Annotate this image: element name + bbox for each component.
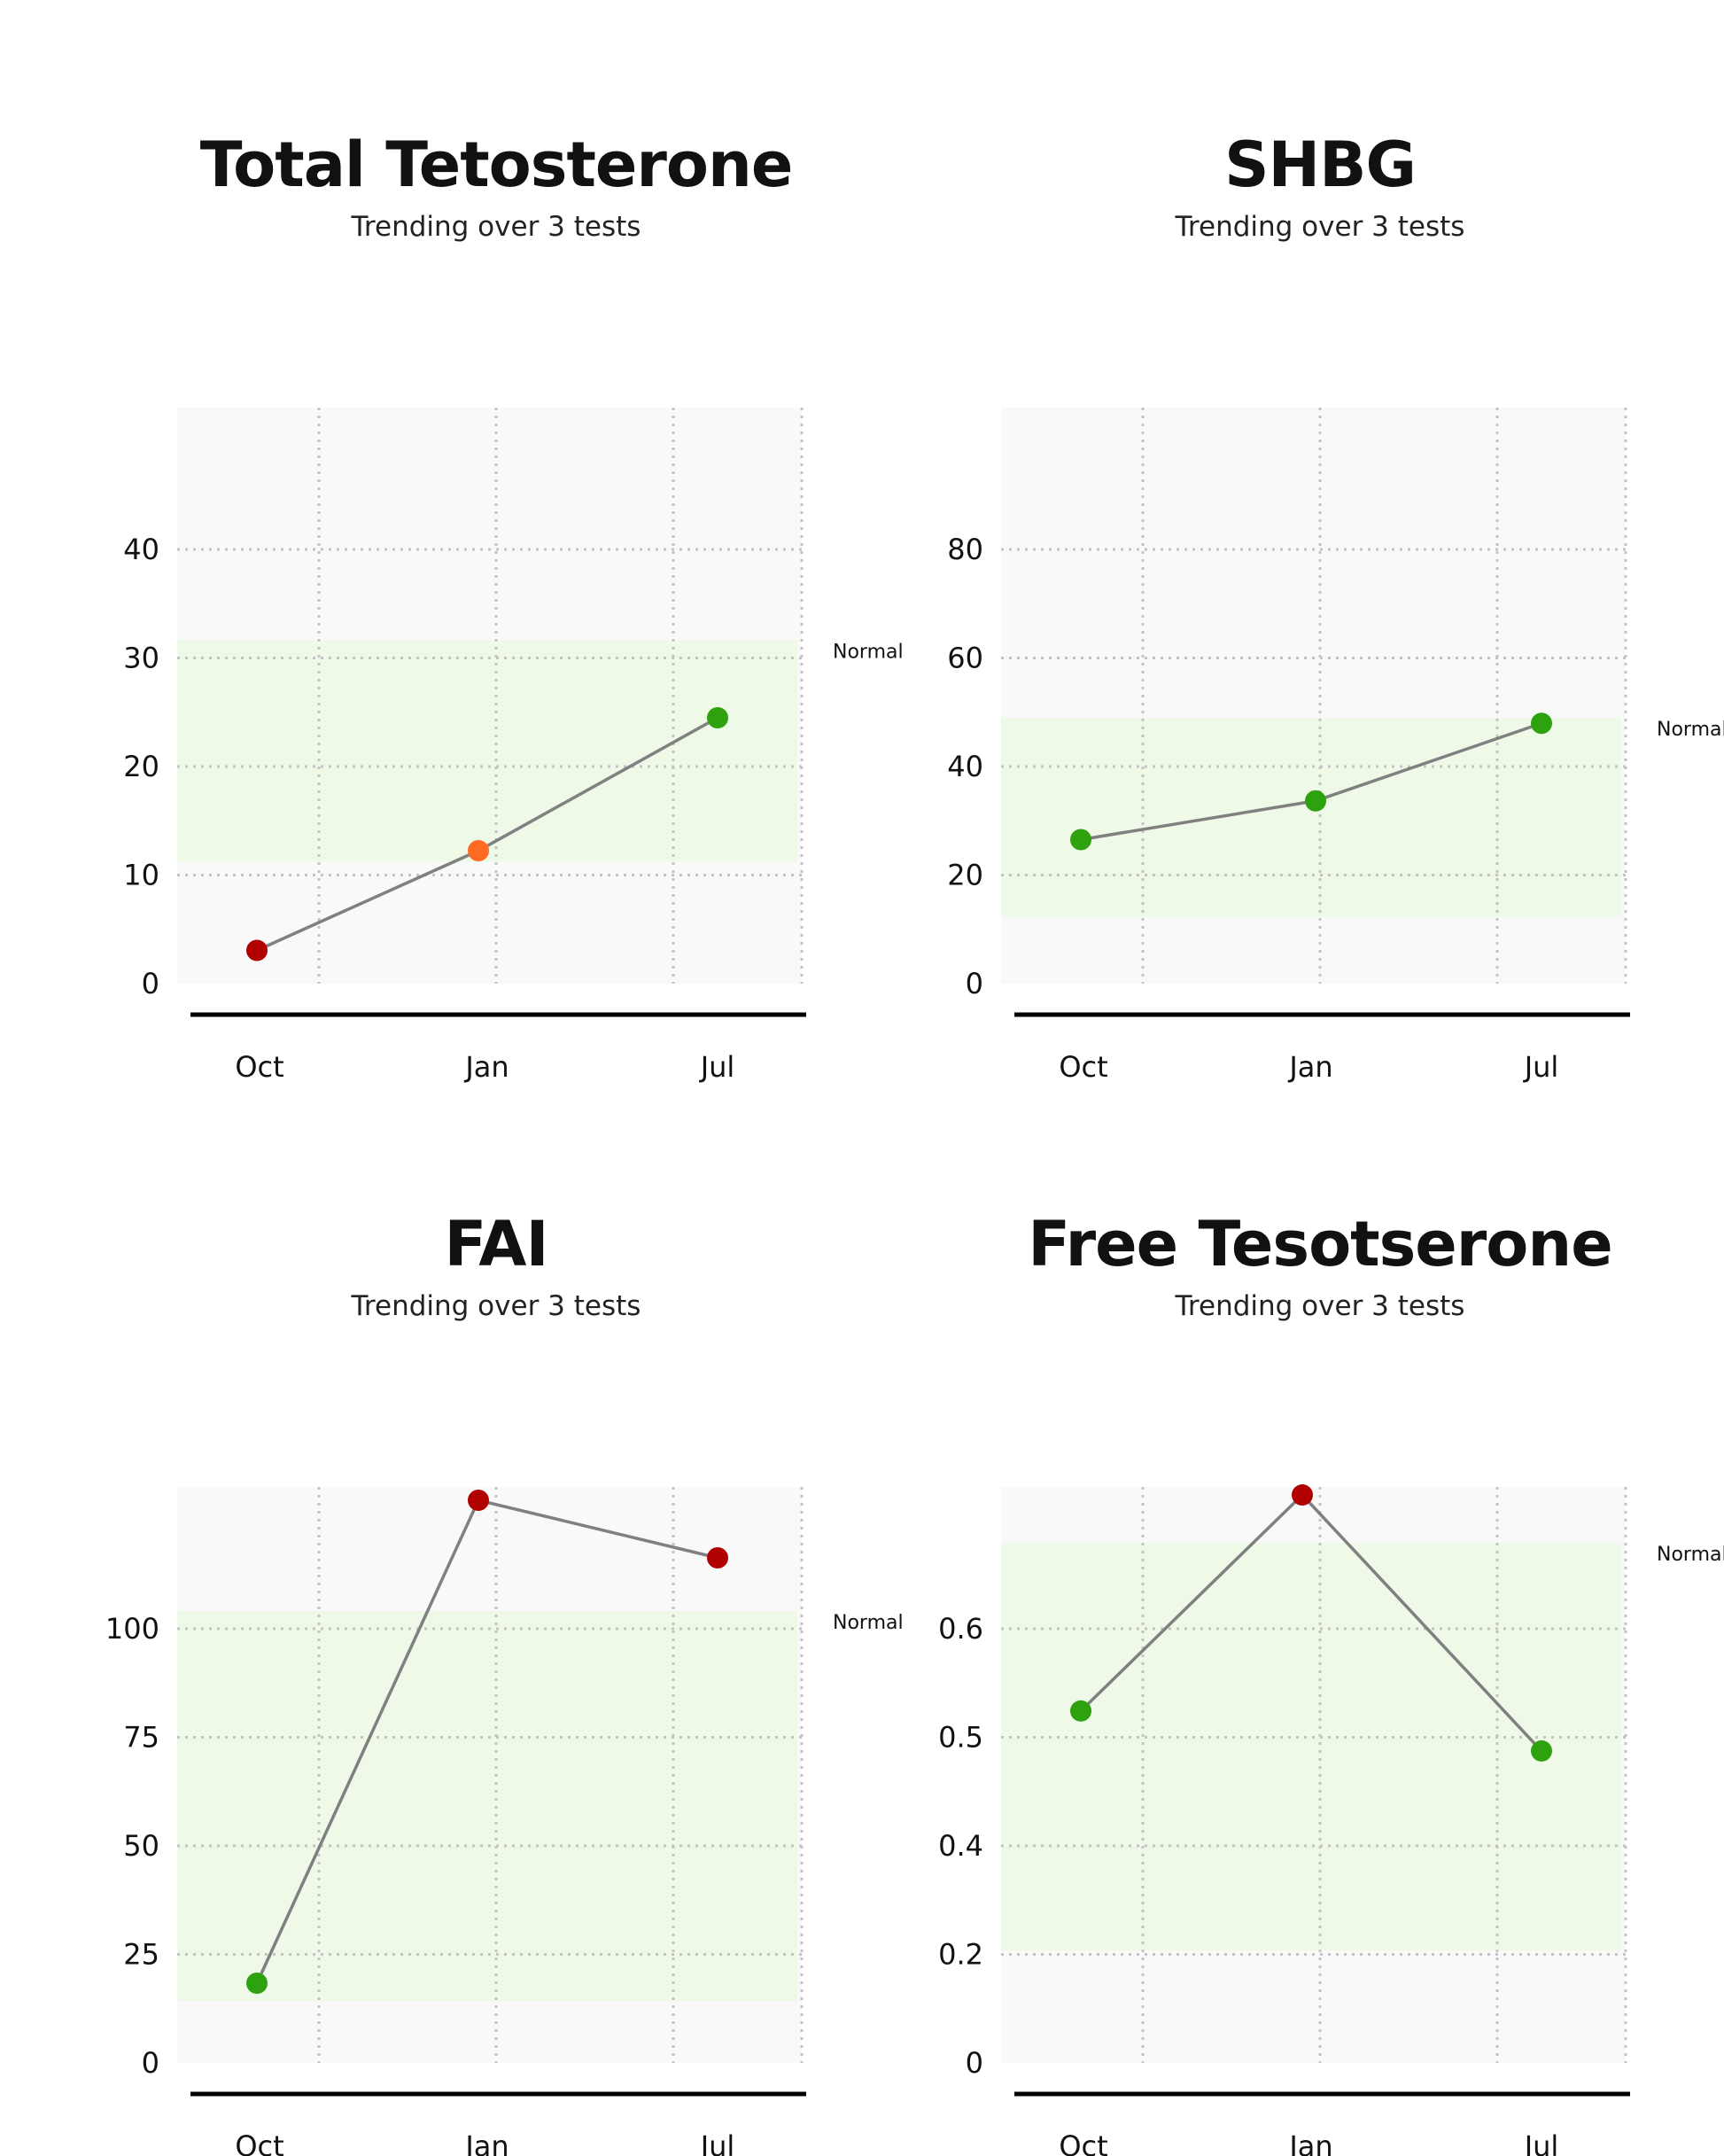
x-tick-label: Jan <box>1287 2129 1332 2156</box>
chart-subtitle: Trending over 3 tests <box>1175 1290 1465 1322</box>
chart-title: SHBG <box>1224 128 1417 201</box>
normal-range-band <box>177 1611 797 2001</box>
data-point[interactable] <box>707 707 728 728</box>
plot-group: Normal 0 25 50 75 100 Oct Jan Jul <box>105 1487 904 2156</box>
y-tick-label: 0.5 <box>938 1721 983 1755</box>
y-tick-label: 0 <box>966 967 983 1000</box>
x-tick-label: Oct <box>235 1050 283 1084</box>
y-tick-label: 25 <box>123 1938 159 1972</box>
y-tick-label: 0 <box>142 2046 159 2080</box>
x-tick-label: Jul <box>699 1050 735 1084</box>
x-tick-label: Jul <box>699 2129 735 2156</box>
plot-group: Normal 0 10 20 30 40 Oct Jan Jul <box>123 408 904 1084</box>
y-tick-label: 50 <box>123 1829 159 1863</box>
data-point[interactable] <box>1070 829 1091 851</box>
data-point[interactable] <box>1531 712 1552 735</box>
y-tick-label: 0 <box>966 2046 983 2080</box>
data-point[interactable] <box>468 1490 489 1511</box>
normal-range-band <box>177 640 797 862</box>
x-tick-label: Jul <box>1523 2129 1559 2156</box>
y-tick-label: 40 <box>947 750 983 783</box>
y-tick-label: 40 <box>123 533 159 566</box>
chart-subtitle: Trending over 3 tests <box>1175 211 1465 243</box>
normal-range-label: Normal <box>1657 1544 1724 1566</box>
line-chart: Normal 0 25 50 75 100 Oct Jan Jul <box>105 1487 904 2156</box>
y-tick-label: 80 <box>947 533 983 566</box>
y-tick-label: 20 <box>123 750 159 783</box>
y-tick-label: 0.4 <box>938 1829 983 1863</box>
line-chart: Normal 0 0.2 0.4 0.5 0.6 Oct Jan Jul <box>938 1484 1724 2156</box>
x-tick-label: Jan <box>463 2129 509 2156</box>
chart-panel-free-testosterone: Free Tesotserone Trending over 3 tests N… <box>938 1195 1724 2156</box>
data-point[interactable] <box>707 1547 728 1568</box>
chart-title: FAI <box>444 1208 548 1280</box>
x-tick-label: Oct <box>235 2129 283 2156</box>
normal-range-band <box>1001 1543 1621 1951</box>
normal-range-label: Normal <box>833 642 904 664</box>
chart-panel-shbg: SHBG Trending over 3 tests Normal 0 20 40 60… <box>947 115 1724 1084</box>
y-tick-label: 0.6 <box>938 1612 983 1646</box>
y-tick-label: 60 <box>947 642 983 675</box>
y-tick-label: 100 <box>105 1612 159 1646</box>
y-tick-label: 0.2 <box>938 1938 983 1972</box>
data-point[interactable] <box>246 1973 268 1994</box>
chart-title: Free Tesotserone <box>1028 1208 1612 1280</box>
plot-group: Normal 0 0.2 0.4 0.5 0.6 Oct Jan Jul <box>938 1484 1724 2156</box>
normal-range-label: Normal <box>1657 719 1724 741</box>
x-tick-label: Oct <box>1059 1050 1107 1084</box>
y-tick-label: 20 <box>947 859 983 892</box>
x-tick-label: Jul <box>1523 1050 1559 1084</box>
x-tick-label: Jan <box>463 1050 509 1084</box>
data-point[interactable] <box>246 939 268 961</box>
data-point[interactable] <box>468 840 489 861</box>
chart-subtitle: Trending over 3 tests <box>351 1290 641 1322</box>
y-tick-label: 10 <box>123 859 159 892</box>
data-point[interactable] <box>1292 1484 1313 1506</box>
x-tick-label: Oct <box>1059 2129 1107 2156</box>
normal-range-label: Normal <box>833 1612 904 1634</box>
data-point[interactable] <box>1305 790 1326 812</box>
y-tick-label: 30 <box>123 642 159 675</box>
y-tick-label: 75 <box>123 1721 159 1755</box>
chart-subtitle: Trending over 3 tests <box>351 211 641 243</box>
plot-group: Normal 0 20 40 60 80 Oct Jan Jul <box>947 408 1724 1084</box>
chart-title: Total Tetosterone <box>199 128 794 201</box>
y-tick-label: 0 <box>142 967 159 1000</box>
normal-range-band <box>1001 718 1621 917</box>
data-point[interactable] <box>1531 1740 1552 1762</box>
x-tick-label: Jan <box>1287 1050 1332 1084</box>
chart-panel-total-testosterone: Total Tetosterone Trending over 3 tests … <box>123 115 903 1084</box>
line-chart: Normal 0 10 20 30 40 Oct Jan Jul <box>123 408 904 1084</box>
data-point[interactable] <box>1070 1700 1091 1722</box>
line-chart: Normal 0 20 40 60 80 Oct Jan Jul <box>947 408 1724 1084</box>
chart-panel-fai: FAI Trending over 3 tests Normal 0 25 50 75 1… <box>105 1195 904 2156</box>
